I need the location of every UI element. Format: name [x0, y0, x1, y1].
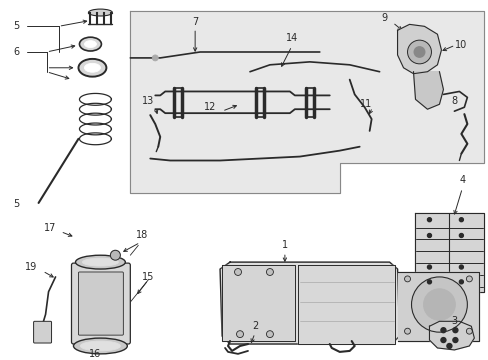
Circle shape: [458, 280, 463, 284]
Circle shape: [427, 218, 430, 222]
Circle shape: [266, 331, 273, 338]
Circle shape: [407, 40, 430, 64]
Text: 9: 9: [381, 13, 387, 23]
Text: 5: 5: [14, 199, 20, 209]
Circle shape: [152, 55, 158, 61]
Circle shape: [452, 328, 457, 333]
Text: 16: 16: [89, 349, 102, 359]
Ellipse shape: [73, 338, 127, 354]
Text: 11: 11: [359, 99, 371, 109]
Polygon shape: [397, 272, 478, 341]
Ellipse shape: [88, 9, 112, 16]
Circle shape: [458, 234, 463, 238]
Text: 18: 18: [136, 230, 148, 240]
FancyBboxPatch shape: [71, 263, 130, 344]
Text: 12: 12: [203, 102, 216, 112]
Text: 8: 8: [450, 96, 457, 106]
Polygon shape: [222, 265, 294, 341]
Text: 1: 1: [281, 240, 287, 250]
Ellipse shape: [84, 41, 96, 48]
Text: 10: 10: [454, 40, 467, 50]
Polygon shape: [220, 262, 399, 344]
Circle shape: [427, 280, 430, 284]
Text: 3: 3: [450, 316, 457, 326]
Circle shape: [266, 269, 273, 275]
Ellipse shape: [82, 258, 118, 266]
Text: 17: 17: [44, 222, 57, 233]
Polygon shape: [130, 10, 483, 193]
Circle shape: [110, 250, 120, 260]
Circle shape: [423, 289, 454, 320]
Text: 7: 7: [192, 17, 198, 27]
FancyBboxPatch shape: [34, 321, 51, 343]
Text: 19: 19: [24, 262, 37, 272]
Circle shape: [466, 328, 471, 334]
Circle shape: [452, 338, 457, 342]
Circle shape: [446, 343, 451, 348]
FancyBboxPatch shape: [78, 272, 123, 335]
Circle shape: [466, 276, 471, 282]
Polygon shape: [428, 321, 473, 350]
Text: 13: 13: [142, 96, 154, 106]
Polygon shape: [397, 24, 441, 74]
Circle shape: [234, 269, 241, 275]
Polygon shape: [414, 213, 483, 292]
Text: 5: 5: [14, 21, 20, 31]
Polygon shape: [297, 265, 394, 344]
Circle shape: [411, 277, 467, 332]
Circle shape: [413, 46, 425, 58]
Circle shape: [236, 331, 243, 338]
Text: 2: 2: [251, 321, 258, 331]
Text: 6: 6: [14, 47, 20, 57]
Polygon shape: [413, 72, 443, 109]
Circle shape: [458, 265, 463, 269]
Circle shape: [440, 328, 445, 333]
Circle shape: [440, 338, 445, 342]
Circle shape: [404, 276, 410, 282]
Text: 4: 4: [458, 175, 465, 185]
Ellipse shape: [81, 341, 120, 351]
Ellipse shape: [80, 37, 101, 51]
Circle shape: [427, 234, 430, 238]
Ellipse shape: [84, 63, 100, 72]
Ellipse shape: [75, 255, 125, 269]
Ellipse shape: [78, 59, 106, 77]
Circle shape: [458, 218, 463, 222]
Text: 14: 14: [285, 33, 297, 43]
Circle shape: [427, 265, 430, 269]
Circle shape: [404, 328, 410, 334]
Text: 15: 15: [142, 272, 154, 282]
